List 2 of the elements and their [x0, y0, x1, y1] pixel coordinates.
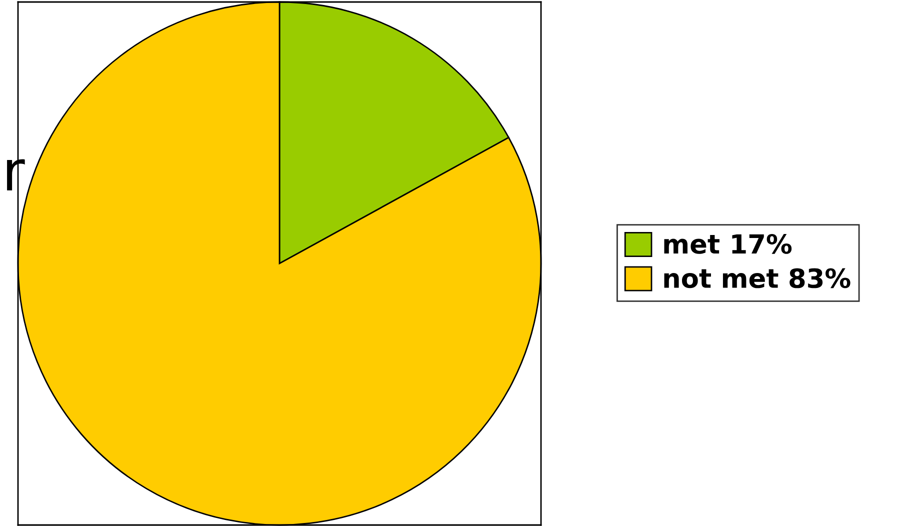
legend-label: not met 83%: [664, 268, 850, 288]
legend-label: met 17%: [664, 234, 792, 254]
